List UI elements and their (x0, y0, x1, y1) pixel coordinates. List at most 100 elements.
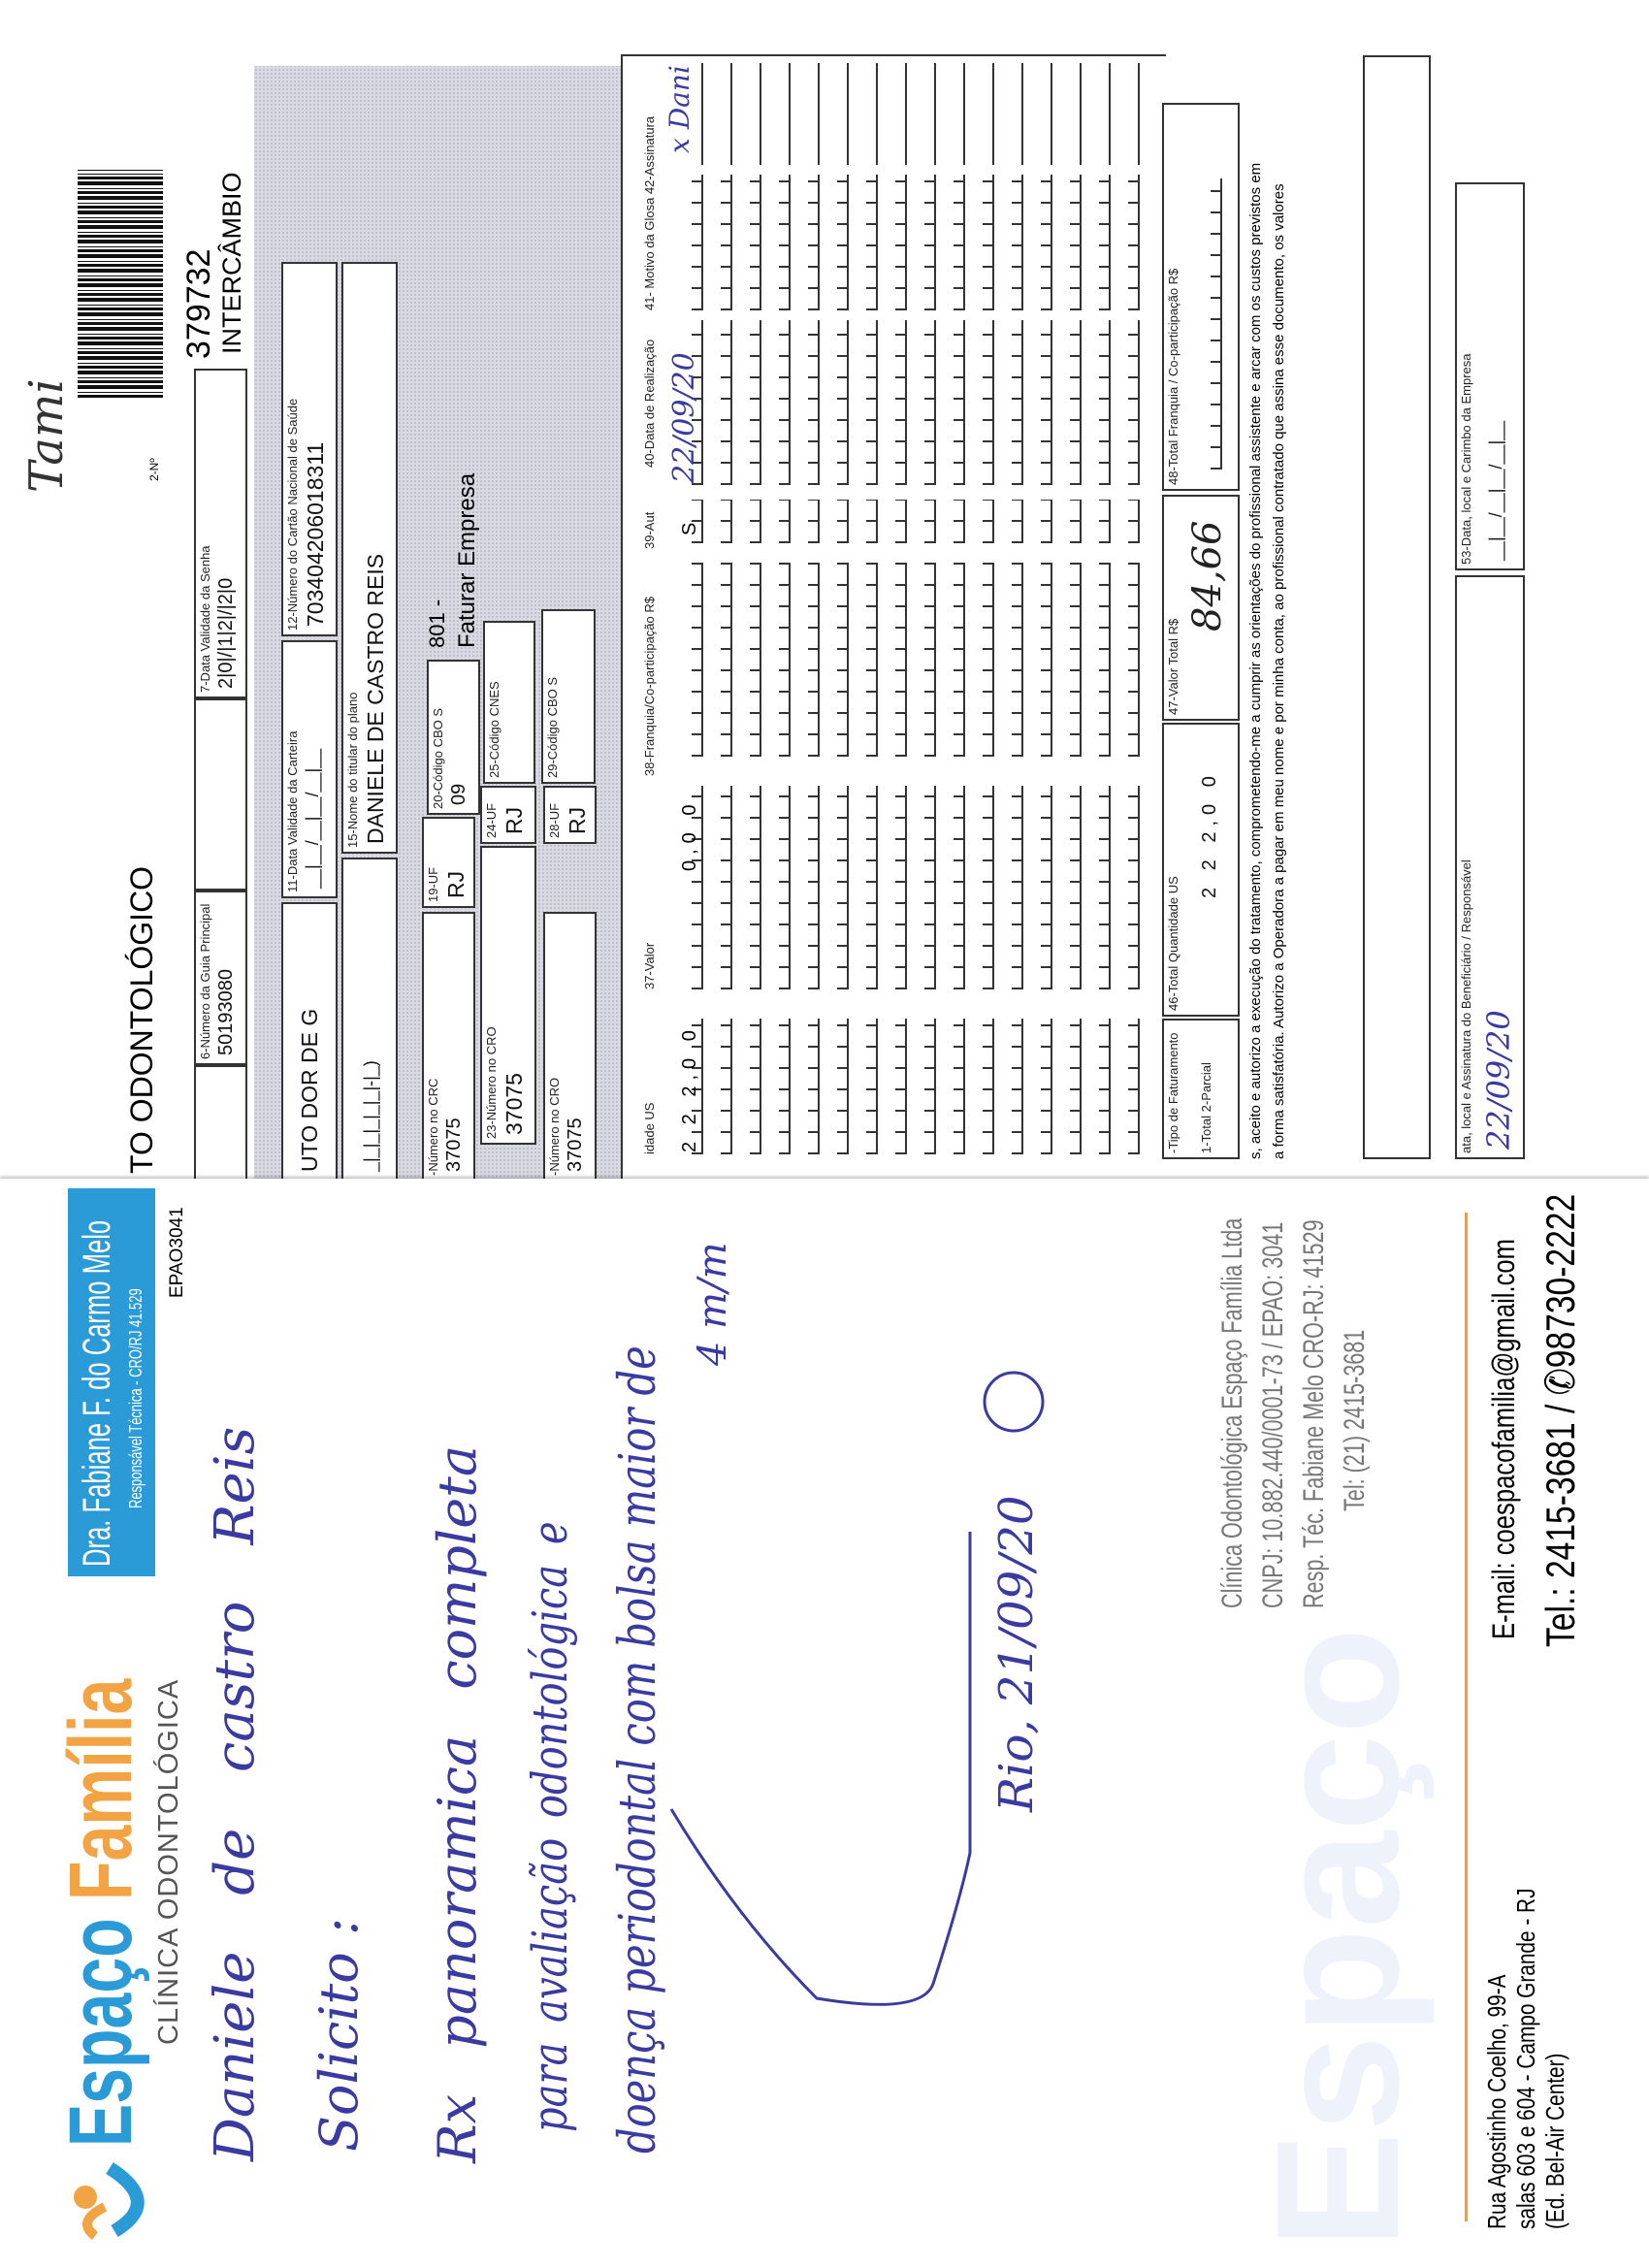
field-total-quantidade: 46-Total Quantidade US 2 2 2,0 0 (1162, 723, 1240, 1017)
table-cell (1091, 1019, 1111, 1154)
franquia-ticks (1203, 178, 1222, 470)
signature-line (730, 63, 732, 165)
table-cell (1120, 1019, 1140, 1154)
handwritten-stroke (669, 1371, 1045, 2006)
header-valor: 37-Valor (642, 942, 657, 989)
phone-text: Tel.: 2415-3681 / (1537, 1395, 1583, 1647)
handwritten-note: Tami (19, 378, 74, 493)
table-cell (858, 563, 878, 757)
table-cell (1033, 786, 1052, 989)
table-cell (917, 320, 936, 485)
table-cell (917, 563, 936, 757)
table-cell (917, 175, 936, 310)
table-cell (975, 500, 994, 543)
table-cell (888, 320, 907, 485)
table-cell (829, 786, 849, 989)
signature-line (963, 63, 965, 165)
label: 46-Total Quantidade US (1166, 876, 1180, 1011)
table-cell (684, 500, 703, 543)
table-cell (771, 175, 791, 310)
table-cell (858, 786, 878, 989)
table-cell (1091, 175, 1111, 310)
row1-signature: x Dani (663, 65, 695, 153)
field-blank (194, 1065, 247, 1182)
label: 29-Código CBO S (545, 676, 560, 778)
table-cell (800, 1019, 820, 1154)
table-cell (946, 175, 965, 310)
field-cro-27: -Número no CRO 37075 (543, 912, 597, 1182)
billing-code: 801 - (425, 599, 449, 648)
table-cell (1091, 563, 1111, 757)
handwritten-date: Rio, 21/09/20 (989, 1495, 1044, 1812)
value: RJ (565, 806, 590, 834)
value: 2 2 2,0 0 (1199, 770, 1220, 898)
table-cell (1120, 175, 1140, 310)
table-cell (946, 1019, 965, 1154)
whatsapp-icon: ✆ (1537, 1368, 1583, 1396)
label: 7-Data Validade da Senha (198, 545, 212, 693)
stamp-line: Clínica Odontológica Espaço Família Ltda (1216, 1217, 1248, 1608)
table-cell (713, 563, 732, 757)
field-nome-titular: 15-Nome do titular do plano DANIELE DE C… (341, 262, 398, 854)
table-cell (800, 563, 820, 757)
table-cell (946, 320, 965, 485)
value: __|__/__|__/__|__ (303, 748, 322, 889)
stamp-line: CNPJ: 10.882.440/0001-73 / EPAO: 3041 (1257, 1221, 1289, 1608)
consent-line-1: s, aceito e autorizo a execução do trata… (1247, 162, 1264, 1159)
field-data-validade-carteira: 11-Data Validade da Carteira __|__/__|__… (281, 640, 338, 898)
value: DANIELE DE CASTRO REIS (363, 553, 388, 844)
table-cell (1062, 563, 1082, 757)
field-valor-total: 47-Valor Total R$ 84,66 (1162, 495, 1240, 721)
whatsapp-number: 98730-2222 (1537, 1193, 1583, 1369)
table-cell (800, 500, 820, 543)
row1-quantity: 2 2 2,0 0 (679, 1024, 700, 1152)
row1-value: 0,0 0 (679, 798, 700, 871)
stamp-line: Resp. Téc. Fabiane Melo CRO-RJ: 41529 (1298, 1219, 1330, 1608)
table-cell (946, 500, 965, 543)
table-cell (1004, 786, 1023, 989)
field-data-validade-senha: 7-Data Validade da Senha 2|0|/|1|2|/|2|0 (194, 369, 247, 698)
signature-line (1109, 63, 1111, 165)
observations-box (1363, 55, 1431, 1159)
footer-divider (1465, 1213, 1468, 2221)
value: 37075 (501, 1073, 527, 1135)
value: 84,66 (1185, 520, 1230, 632)
table-cell (888, 175, 907, 310)
table-cell (888, 1019, 907, 1154)
table-cell (829, 320, 849, 485)
label: -Número no CRC (426, 1078, 440, 1176)
signature-line (818, 63, 820, 165)
table-cell (800, 786, 820, 989)
table-cell (1004, 175, 1023, 310)
form-type: INTERCÂMBIO (217, 172, 246, 354)
table-cell (917, 786, 936, 989)
table-cell (713, 320, 732, 485)
table-cell (1120, 320, 1140, 485)
table-cell (1062, 320, 1082, 485)
field-cartao-nacional-saude: 12-Número do Cartão Nacional de Saúde 70… (281, 262, 338, 636)
header-data-realizacao: 40-Data de Realização (642, 339, 657, 468)
table-cell (917, 500, 936, 543)
value: UTO DOR DE G (297, 1008, 322, 1172)
table-cell (800, 320, 820, 485)
field-cbo-20: 20-Código CBO S 09 (427, 660, 480, 815)
table-cell (1120, 786, 1140, 989)
value: 50193080 (215, 969, 237, 1055)
initials-circle (983, 1371, 1045, 1433)
value: 37075 (565, 1118, 586, 1172)
table-cell (975, 786, 994, 989)
table-cell (771, 1019, 791, 1154)
field-cnes: 25-Código CNES (483, 621, 535, 784)
field-total-franquia: 48-Total Franquia / Co-participação R$ (1162, 103, 1240, 491)
address-line: Rua Agostinho Coelho, 99-A (1482, 1974, 1511, 2230)
signature-line (1138, 63, 1140, 165)
table-cell (742, 786, 761, 989)
table-cell (684, 563, 703, 757)
field-cro-23: 23-Número no CRO 37075 (480, 846, 536, 1145)
table-cell (742, 500, 761, 543)
barcode (78, 170, 163, 398)
table-cell (713, 786, 732, 989)
form-number-label: 2-Nº (147, 458, 161, 481)
table-cell (713, 175, 732, 310)
